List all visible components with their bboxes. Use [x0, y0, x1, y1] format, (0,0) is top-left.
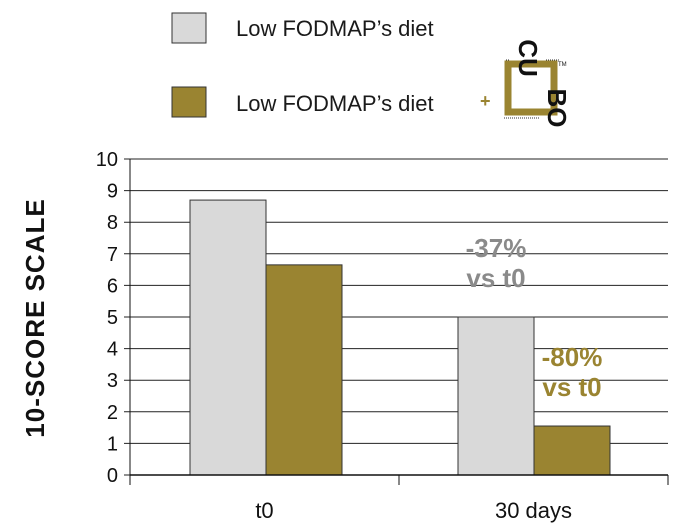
legend-swatch-low-fodmap: [171, 12, 207, 44]
y-tick-label: 9: [107, 181, 118, 203]
y-tick-labels: 0 1 2 3 4 5 6 7 8 9 10: [96, 149, 118, 487]
y-tick-label: 7: [107, 244, 118, 266]
x-axis: t0 30 days: [129, 474, 669, 523]
bar-30-days-series-0: [457, 316, 535, 476]
y-tick-label: 3: [107, 370, 118, 392]
x-tick-label: t0: [255, 498, 273, 523]
y-tick-label: 2: [107, 402, 118, 424]
y-tick-label: 0: [107, 465, 118, 487]
annotation-1-line-0: -80%: [542, 342, 603, 372]
legend: Low FODMAP’s diet Low FODMAP’s diet + CU…: [171, 12, 572, 128]
legend-label-low-fodmap: Low FODMAP’s diet: [236, 16, 434, 41]
cubo-logo: CU BO TM: [504, 39, 572, 128]
x-tick-label: 30 days: [495, 498, 572, 523]
y-tick-label: 8: [107, 212, 118, 234]
logo-text-bo: BO: [542, 89, 572, 128]
legend-plus-sign: +: [480, 91, 491, 111]
bar-t0-series-1: [265, 264, 343, 476]
bars: [189, 199, 611, 476]
legend-swatch-low-fodmap-cubo: [171, 86, 207, 118]
annotation-1-line-1: vs t0: [542, 372, 601, 402]
bar-30-days-series-1: [533, 425, 611, 476]
y-tick-label: 5: [107, 307, 118, 329]
logo-trademark: TM: [558, 62, 567, 68]
y-tick-label: 10: [96, 149, 118, 171]
y-tick-label: 1: [107, 433, 118, 455]
annotation-0-line-1: vs t0: [466, 263, 525, 293]
legend-label-low-fodmap-cubo: Low FODMAP’s diet: [236, 91, 434, 116]
y-tick-label: 6: [107, 275, 118, 297]
logo-text-cu: CU: [513, 39, 543, 77]
bar-t0-series-0: [189, 199, 267, 476]
y-axis-label: 10-SCORE SCALE: [20, 198, 50, 437]
annotation-0-line-0: -37%: [466, 233, 527, 263]
annotations: -37%vs t0-80%vs t0: [466, 233, 603, 402]
y-tick-label: 4: [107, 339, 118, 361]
